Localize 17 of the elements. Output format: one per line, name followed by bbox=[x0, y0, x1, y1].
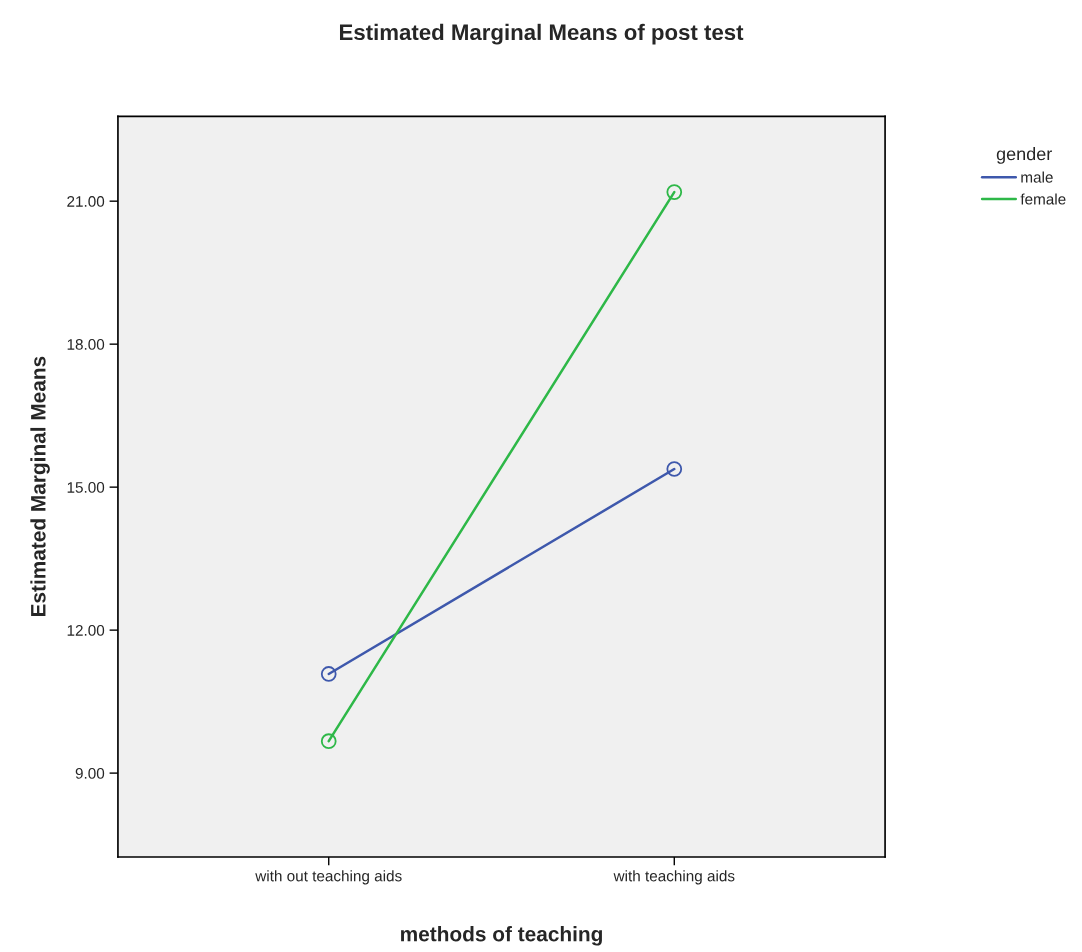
legend-label: male bbox=[1021, 171, 1053, 183]
x-axis-title: methods of teaching bbox=[401, 926, 602, 946]
point bbox=[320, 733, 337, 750]
legend-label: female bbox=[1020, 193, 1066, 205]
x-tick-label: with out teaching aids bbox=[255, 870, 402, 885]
legend-title: gender bbox=[996, 147, 1052, 164]
x-tick-label: with teaching aids bbox=[613, 870, 735, 885]
y-axis-title: Estimated Marginal Means bbox=[30, 356, 50, 617]
y-tick-label: 18.00 bbox=[67, 339, 105, 350]
point bbox=[666, 461, 683, 477]
y-tick-label: 15.00 bbox=[67, 482, 105, 493]
y-tick-label: 9.00 bbox=[75, 767, 105, 779]
chart-title: Estimated Marginal Means of post test bbox=[339, 23, 744, 45]
point bbox=[320, 666, 337, 682]
y-tick-label: 21.00 bbox=[67, 196, 105, 207]
point bbox=[666, 184, 683, 200]
y-tick-label: 12.00 bbox=[67, 624, 105, 636]
